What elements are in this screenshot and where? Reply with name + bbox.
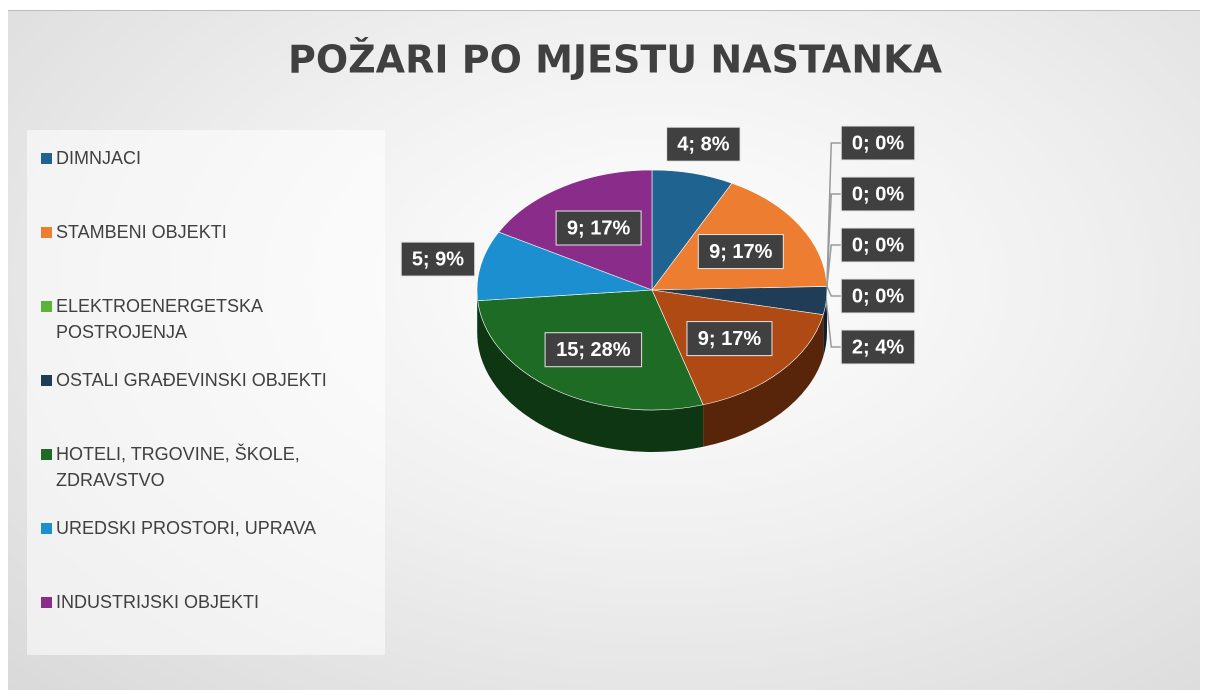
label-box — [555, 210, 642, 246]
leader-line — [826, 193, 842, 287]
legend-entry: STAMBENI OBJEKTI — [41, 219, 381, 245]
data-label: 15; 28% — [556, 339, 631, 361]
data-label: 9; 17% — [567, 217, 631, 239]
legend-label: UREDSKI PROSTORI, UPRAVA — [56, 518, 317, 538]
legend: DIMNJACI STAMBENI OBJEKTI ELEKTROENERGETSK… — [27, 130, 385, 655]
label-box — [666, 126, 741, 162]
label-box — [840, 227, 916, 263]
legend-entry: ELEKTROENERGETSKA POSTROJENJA — [41, 293, 381, 345]
data-label: 9; 17% — [709, 241, 773, 263]
data-label: 4; 8% — [677, 133, 729, 155]
label-box — [840, 176, 916, 212]
pie-slice — [476, 231, 653, 301]
legend-label: STAMBENI OBJEKTI — [56, 222, 227, 242]
leader-line — [826, 244, 842, 287]
data-label: 0; 0% — [852, 183, 904, 205]
label-box — [400, 241, 476, 277]
label-box — [697, 234, 784, 270]
legend-swatch — [41, 227, 52, 238]
legend-swatch — [41, 523, 52, 534]
leader-line — [826, 142, 842, 287]
legend-label: ELEKTROENERGETSKA POSTROJENJA — [56, 296, 263, 342]
legend-entry: OSTALI GRAĐEVINSKI OBJEKTI — [41, 367, 381, 393]
pie-side — [703, 314, 824, 447]
data-label: 5; 9% — [412, 248, 464, 270]
leader-line — [826, 286, 842, 297]
legend-entry: UREDSKI PROSTORI, UPRAVA — [41, 515, 381, 541]
data-label: 2; 4% — [852, 336, 904, 358]
leader-line — [825, 300, 842, 348]
legend-swatch — [41, 375, 52, 386]
data-label: 0; 0% — [852, 132, 904, 154]
pie-side — [477, 300, 704, 452]
label-box — [840, 329, 916, 365]
legend-swatch — [41, 449, 52, 460]
label-box — [840, 278, 916, 314]
legend-entry: INDUSTRIJSKI OBJEKTI — [41, 589, 381, 615]
legend-label: INDUSTRIJSKI OBJEKTI — [56, 592, 260, 612]
legend-swatch — [41, 153, 52, 164]
label-box — [544, 332, 643, 368]
legend-swatch — [41, 301, 52, 312]
label-box — [840, 125, 916, 161]
legend-label: HOTELI, TRGOVINE, ŠKOLE, ZDRAVSTVO — [56, 444, 300, 490]
data-label: 9; 17% — [698, 328, 762, 350]
legend-swatch — [41, 597, 52, 608]
data-label: 0; 0% — [852, 234, 904, 256]
legend-label: DIMNJACI — [56, 148, 141, 168]
chart-title: POŽARI PO MJESTU NASTANKA — [288, 38, 943, 82]
legend-entry: HOTELI, TRGOVINE, ŠKOLE, ZDRAVSTVO — [41, 441, 381, 493]
legend-label: OSTALI GRAĐEVINSKI OBJEKTI — [56, 370, 327, 390]
pie-side — [477, 290, 478, 343]
label-box — [686, 321, 773, 357]
legend-entry: DIMNJACI — [41, 145, 381, 171]
data-label: 0; 0% — [852, 285, 904, 307]
pie-side — [823, 290, 827, 357]
